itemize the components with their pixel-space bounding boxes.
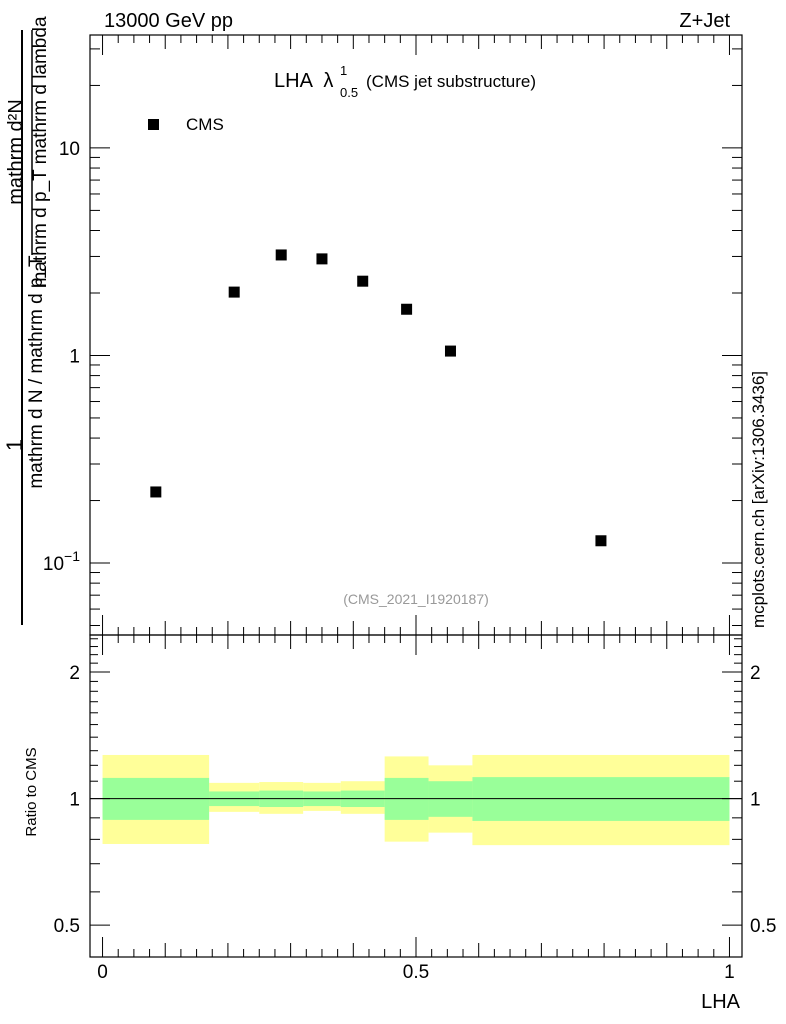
title-symbol: λ [323, 70, 333, 92]
header-process: Z+Jet [679, 10, 730, 32]
data-point-cms [316, 253, 328, 265]
ylabel-numerator: mathrm d²N [5, 99, 27, 205]
legend: CMS [148, 115, 224, 134]
ratio-ticks: 0.5 0.5 1 1 2 2 0 0.5 1 [54, 635, 776, 983]
main-ticks: 10−1 1 10 [43, 35, 742, 635]
x-tick-label: 0 [97, 962, 108, 983]
title-text: LHA [274, 70, 314, 92]
ratio-y-tick-label: 0.5 [54, 916, 80, 937]
ratio-y-tick-label-right: 1 [750, 790, 761, 811]
main-y-tick-label: 10 [59, 139, 80, 160]
ratio-y-tick-label-right: 0.5 [750, 916, 776, 937]
main-data-points [150, 249, 607, 547]
svg-text:LHA λ: LHA λ [274, 70, 333, 92]
main-title: LHA λ 1 0.5 (CMS jet substructure) [274, 63, 536, 100]
watermark: mcplots.cern.ch [arXiv:1306.3436] [749, 371, 768, 628]
data-point-cms [228, 286, 240, 298]
ratio-bands [102, 754, 730, 846]
ratio-y-tick-label: 1 [69, 790, 80, 811]
x-tick-label: 0.5 [403, 962, 429, 983]
ratio-y-axis-label: Ratio to CMS [23, 747, 40, 836]
x-axis-label: LHA [701, 991, 741, 1013]
data-point-cms [401, 303, 413, 315]
title-sup: 1 [340, 63, 347, 78]
header-energy: 13000 GeV pp [104, 10, 233, 32]
legend-marker-cms [148, 119, 159, 130]
ratio-y-tick-label-right: 2 [750, 663, 761, 684]
data-point-cms [357, 275, 369, 287]
ylabel-prefix-den: mathrm d N / mathrm d p_T [26, 255, 47, 489]
ylabel-denominator: mathrm d p_T mathrm d lambda [30, 16, 51, 287]
data-point-cms [595, 535, 607, 547]
legend-label-cms: CMS [186, 115, 224, 134]
main-y-tick-label: 10−1 [43, 548, 80, 575]
data-point-cms [275, 249, 287, 261]
ylabel-prefix-num: 1 [2, 439, 27, 451]
title-sub: 0.5 [340, 85, 358, 100]
data-point-cms [444, 345, 456, 357]
data-point-cms [150, 486, 162, 498]
x-tick-label: 1 [724, 962, 735, 983]
title-suffix: (CMS jet substructure) [366, 72, 536, 91]
main-y-tick-label: 1 [69, 346, 80, 367]
analysis-id: (CMS_2021_I1920187) [343, 591, 489, 607]
ratio-y-tick-label: 2 [69, 663, 80, 684]
main-y-axis-label: 1 mathrm d N / mathrm d p_T mathrm d²N m… [2, 16, 51, 625]
